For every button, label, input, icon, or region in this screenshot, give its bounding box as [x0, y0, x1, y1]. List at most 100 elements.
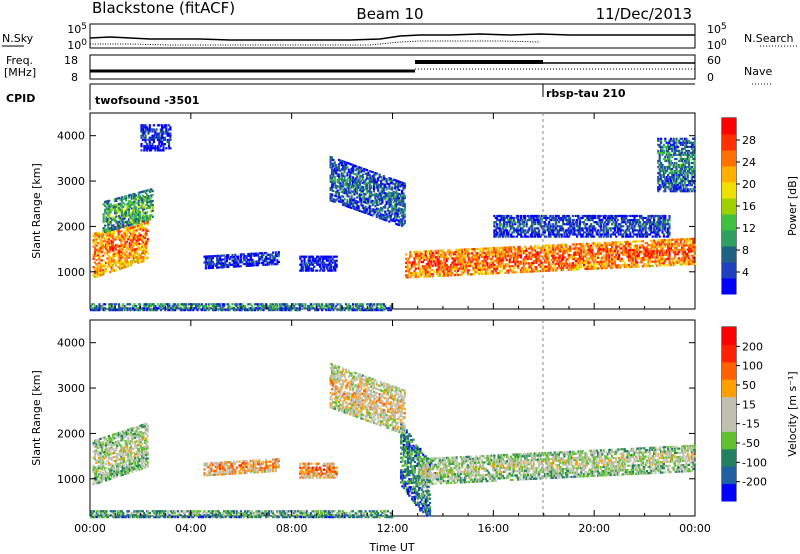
power-cell — [147, 307, 150, 310]
power-cell — [340, 164, 343, 167]
power-cell — [594, 259, 597, 262]
power-cell — [223, 266, 226, 269]
power-cell — [143, 249, 146, 252]
power-cell — [204, 307, 207, 310]
power-cell — [524, 262, 527, 265]
power-cell — [445, 266, 448, 269]
power-cell — [129, 217, 132, 220]
power-cell — [367, 173, 370, 176]
power-cell — [333, 194, 336, 197]
power-cell — [441, 249, 444, 252]
power-cell — [409, 267, 412, 270]
power-cell — [109, 209, 112, 212]
power-cell — [650, 248, 653, 251]
power-cell — [207, 265, 210, 268]
power-cell — [545, 259, 548, 262]
power-cell — [562, 219, 565, 222]
power-cell — [629, 214, 632, 218]
power-cell — [584, 225, 587, 228]
power-cell — [106, 225, 109, 229]
power-cell — [130, 239, 133, 242]
power-cell — [590, 255, 593, 258]
power-cell — [134, 210, 137, 213]
power-cell — [519, 235, 523, 238]
power-cell — [447, 270, 450, 273]
power-cell — [119, 210, 122, 213]
power-cell — [625, 235, 628, 238]
power-cell — [213, 305, 216, 308]
power-cell — [396, 209, 399, 212]
power-cell — [585, 259, 588, 262]
power-cell — [239, 257, 242, 260]
power-cell — [647, 227, 650, 230]
power-cell — [532, 270, 535, 273]
power-cell — [498, 271, 502, 275]
power-cell — [632, 219, 635, 222]
power-cell — [553, 263, 556, 266]
power-cell — [583, 247, 586, 250]
power-cell — [277, 251, 280, 254]
power-cell — [96, 233, 99, 236]
power-cell — [213, 303, 216, 306]
power-cell — [370, 201, 373, 204]
power-cell — [641, 223, 644, 226]
power-cell — [587, 253, 590, 256]
power-cell — [360, 210, 363, 213]
power-cell — [434, 264, 437, 267]
power-cell — [588, 251, 591, 254]
noise-panel: N.Sky N.Search 105 100 105 100 — [2, 22, 798, 52]
power-cell — [161, 305, 164, 308]
power-cell — [533, 249, 537, 252]
power-cell — [334, 261, 337, 264]
power-cell — [660, 249, 663, 252]
power-cell — [476, 268, 479, 271]
power-cell — [606, 223, 609, 226]
power-cell — [167, 143, 171, 146]
power-cell — [210, 259, 213, 262]
power-cell — [504, 250, 507, 253]
power-cell — [124, 245, 127, 248]
power-cell — [608, 250, 611, 253]
power-cell — [574, 229, 577, 232]
power-cell — [463, 265, 467, 268]
power-cell — [342, 164, 345, 167]
power-cell — [431, 268, 434, 271]
power-cell — [134, 198, 137, 201]
power-cell — [548, 261, 551, 264]
power-cell — [108, 307, 111, 310]
power-cell — [357, 166, 360, 169]
power-cell — [146, 193, 149, 196]
power-cell — [470, 273, 474, 276]
power-cell — [118, 263, 122, 266]
power-cell — [143, 218, 146, 221]
power-cell — [388, 201, 391, 204]
power-cell — [344, 165, 348, 168]
power-cell — [324, 257, 327, 260]
power-cell — [358, 183, 362, 186]
power-cell — [639, 225, 642, 228]
power-cell — [611, 245, 614, 248]
power-cell — [342, 195, 345, 198]
power-cell — [150, 309, 153, 312]
power-cell — [117, 245, 120, 248]
power-cell — [619, 266, 622, 269]
power-cell — [344, 180, 348, 183]
power-cell — [402, 198, 405, 201]
power-cell — [517, 214, 520, 218]
power-cell — [662, 235, 665, 238]
power-cell — [578, 253, 581, 256]
power-cell — [483, 260, 486, 263]
power-cell — [654, 225, 657, 228]
power-cell — [469, 264, 472, 268]
power-cell — [592, 227, 595, 230]
power-cell — [347, 185, 350, 188]
power-cell — [95, 238, 98, 241]
power-cell — [569, 216, 572, 220]
power-cell — [508, 223, 511, 226]
power-cell — [336, 166, 339, 169]
power-cell — [98, 258, 101, 261]
power-cell — [120, 220, 123, 223]
power-cell — [632, 253, 635, 256]
power-cell — [493, 268, 496, 271]
power-cell — [147, 197, 150, 200]
